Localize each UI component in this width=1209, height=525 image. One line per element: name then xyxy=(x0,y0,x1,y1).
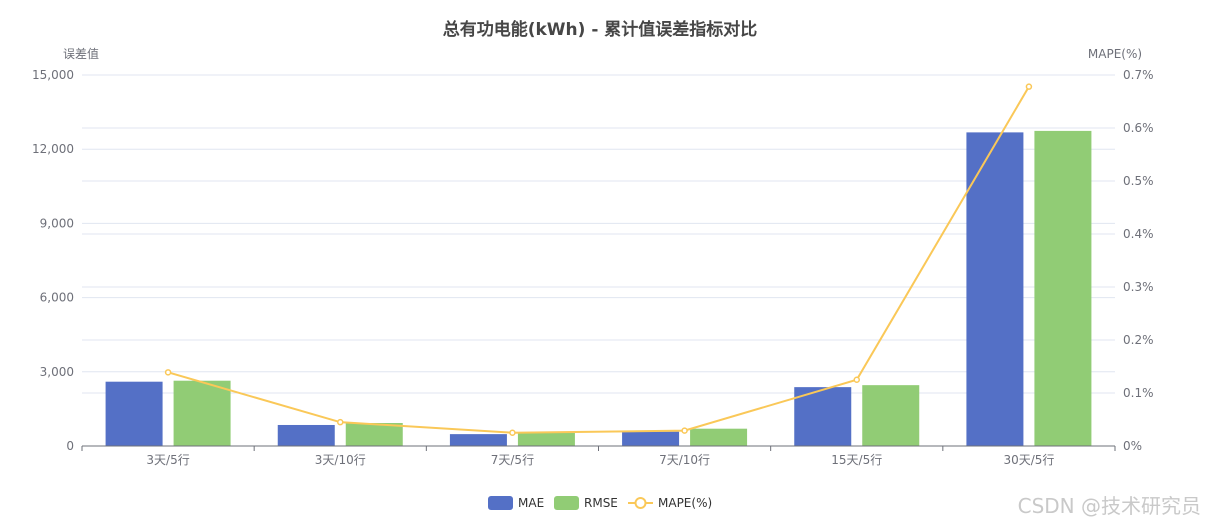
mape-point xyxy=(509,429,516,436)
legend-label: RMSE xyxy=(584,496,618,510)
left-axis-label: 误差值 xyxy=(63,46,99,61)
bar-rmse xyxy=(1034,130,1092,446)
right-tick-label: 0.1% xyxy=(1123,386,1154,400)
legend-marker xyxy=(634,497,647,509)
bar-mae xyxy=(105,381,163,446)
x-tick-label: 15天/5行 xyxy=(831,453,882,467)
left-tick-label: 15,000 xyxy=(32,68,74,82)
mape-point xyxy=(853,376,860,383)
mape-point xyxy=(1025,83,1033,90)
bar-rmse xyxy=(862,385,920,446)
bar-series xyxy=(105,130,1092,446)
bar-rmse xyxy=(690,428,748,446)
bar-mae xyxy=(794,387,852,446)
legend-item-mape[interactable]: MAPE(%) xyxy=(628,496,712,510)
left-tick-label: 9,000 xyxy=(40,216,74,230)
right-axis: 0% 0.1% 0.2% 0.3% 0.4% 0.5% 0.6% 0.7% xyxy=(1123,68,1154,453)
right-axis-label: MAPE(%) xyxy=(1088,47,1142,61)
legend-swatch xyxy=(554,496,579,510)
bar-mae xyxy=(449,434,507,446)
bar-mae xyxy=(277,424,335,446)
grid-lines xyxy=(82,74,1115,394)
x-axis: 3天/5行 3天/10行 7天/5行 7天/10行 15天/5行 30天/5行 xyxy=(81,445,1116,467)
left-tick-label: 12,000 xyxy=(32,142,74,156)
line-series xyxy=(164,83,1033,436)
x-tick-label: 7天/5行 xyxy=(491,453,534,467)
left-tick-label: 6,000 xyxy=(40,291,74,305)
x-tick-label: 3天/10行 xyxy=(315,453,366,467)
right-tick-label: 0.5% xyxy=(1123,174,1154,188)
x-tick-label: 7天/10行 xyxy=(659,453,710,467)
mape-point xyxy=(681,427,688,434)
left-tick-label: 0 xyxy=(66,439,74,453)
mape-point xyxy=(164,369,172,376)
bar-rmse xyxy=(517,432,575,446)
left-axis: 0 3,000 6,000 9,000 12,000 15,000 xyxy=(32,68,74,453)
right-tick-label: 0% xyxy=(1123,439,1142,453)
mape-line xyxy=(167,86,1030,434)
legend-label: MAPE(%) xyxy=(658,496,712,510)
left-tick-label: 3,000 xyxy=(40,365,74,379)
bar-rmse xyxy=(345,422,403,446)
right-tick-label: 0.3% xyxy=(1123,280,1154,294)
right-tick-label: 0.6% xyxy=(1123,121,1154,135)
right-tick-label: 0.7% xyxy=(1123,68,1154,82)
legend-item-mae[interactable]: MAE xyxy=(488,496,544,510)
legend-label: MAE xyxy=(518,496,544,510)
mape-point xyxy=(337,418,344,426)
x-tick-label: 3天/5行 xyxy=(146,453,189,467)
bar-rmse xyxy=(173,380,231,446)
legend-item-rmse[interactable]: RMSE xyxy=(554,496,618,510)
bar-mae xyxy=(622,431,680,446)
bar-mae xyxy=(966,132,1024,446)
right-tick-label: 0.4% xyxy=(1123,227,1154,241)
watermark: CSDN @技术研究员 xyxy=(1017,494,1201,518)
x-tick-label: 30天/5行 xyxy=(1003,453,1054,467)
legend[interactable]: MAE RMSE MAPE(%) xyxy=(488,496,712,510)
chart-title: 总有功电能(kWh) - 累计值误差指标对比 xyxy=(443,19,758,40)
right-tick-label: 0.2% xyxy=(1123,333,1154,347)
legend-swatch xyxy=(488,496,513,510)
